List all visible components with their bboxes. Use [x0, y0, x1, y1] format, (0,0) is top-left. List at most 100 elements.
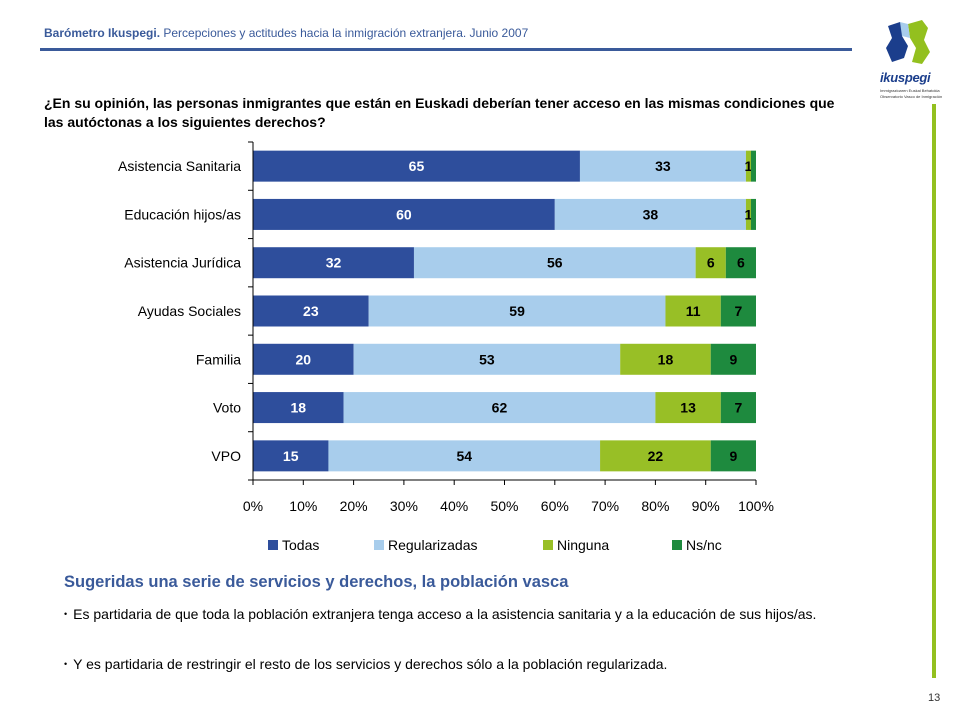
header-title-bold: Barómetro Ikuspegi.	[44, 26, 161, 40]
data-label: 18	[658, 351, 674, 367]
bar-segment	[655, 392, 721, 424]
bar-segment	[368, 295, 666, 327]
bar-segment	[343, 392, 656, 424]
data-label: 13	[680, 400, 696, 416]
category-label: Asistencia Sanitaria	[118, 158, 241, 174]
data-label: 15	[283, 448, 299, 464]
data-label: 6	[707, 255, 715, 271]
data-label: 59	[509, 303, 525, 319]
summary-bullet-text: Es partidaria de que toda la población e…	[73, 606, 817, 622]
summary-title: Sugeridas una serie de servicios y derec…	[64, 573, 569, 591]
x-tick-label: 10%	[289, 498, 317, 514]
x-tick-label: 100%	[738, 498, 774, 514]
logo-tagline-1: Immigrazioaren Euskal Behatokia	[880, 88, 940, 93]
data-label: 32	[326, 255, 342, 271]
header-title: Barómetro Ikuspegi. Percepciones y actit…	[44, 26, 528, 40]
data-label: 1	[745, 206, 753, 222]
legend-label: Ninguna	[557, 537, 609, 553]
bar-segment	[253, 198, 555, 230]
data-label: 18	[290, 400, 306, 416]
header-rule	[40, 48, 852, 51]
bar-segment	[720, 295, 756, 327]
legend-label: Regularizadas	[388, 537, 478, 553]
data-label: 62	[492, 400, 508, 416]
legend-label: Ns/nc	[686, 537, 722, 553]
x-tick-label: 30%	[390, 498, 418, 514]
bar-segment	[253, 247, 414, 279]
category-label: Educación hijos/as	[124, 206, 241, 222]
bullet-mark: •	[64, 659, 68, 669]
bar-segment	[554, 198, 746, 230]
data-label: 33	[655, 158, 671, 174]
bar-segment	[665, 295, 721, 327]
data-label: 6	[737, 255, 745, 271]
bar-segment	[745, 198, 751, 230]
bar-segment	[745, 150, 751, 182]
bar-segment	[750, 150, 756, 182]
bar-segment	[600, 440, 711, 472]
stacked-bar-chart: 65 33 1 Asistencia Sanitaria 60 38 1 Educación …	[118, 141, 774, 553]
bar-segment	[353, 343, 621, 375]
category-label: Familia	[196, 351, 241, 367]
summary-bullet-text: Y es partidaria de restringir el resto d…	[73, 656, 668, 672]
legend-swatch	[374, 540, 384, 550]
data-label: 56	[547, 255, 563, 271]
chart-question: ¿En su opinión, las personas inmigrantes…	[44, 95, 835, 130]
category-label: Voto	[213, 400, 241, 416]
legend-swatch	[543, 540, 553, 550]
data-label: 65	[409, 158, 425, 174]
data-label: 23	[303, 303, 319, 319]
x-tick-label: 0%	[243, 498, 263, 514]
ikuspegi-logo: ikuspegi Immigrazioaren Euskal Behatokia…	[878, 18, 943, 99]
bar-segment	[710, 343, 756, 375]
data-label: 22	[648, 448, 664, 464]
bar-segment	[413, 247, 696, 279]
x-tick-label: 70%	[591, 498, 619, 514]
bar-segment	[620, 343, 711, 375]
bar-segment	[253, 295, 369, 327]
data-label: 1	[745, 158, 753, 174]
data-label: 9	[729, 448, 737, 464]
category-label: VPO	[211, 448, 241, 464]
data-label: 9	[729, 351, 737, 367]
x-tick-label: 60%	[541, 498, 569, 514]
bar-segment	[253, 440, 329, 472]
summary-bullet: • Es partidaria de que toda la población …	[64, 603, 884, 625]
data-label: 60	[396, 206, 412, 222]
bar-segment	[720, 392, 756, 424]
data-label: 53	[479, 351, 495, 367]
bar-segment	[725, 247, 756, 279]
category-label: Asistencia Jurídica	[124, 255, 241, 271]
bar-segment	[253, 150, 580, 182]
logo-mark-icon	[886, 20, 930, 64]
logo-wordmark: ikuspegi	[880, 70, 931, 85]
x-tick-label: 20%	[340, 498, 368, 514]
data-label: 38	[643, 206, 659, 222]
x-tick-label: 50%	[490, 498, 518, 514]
data-label: 7	[734, 400, 742, 416]
bar-segment	[579, 150, 746, 182]
x-tick-label: 90%	[692, 498, 720, 514]
bar-segment	[695, 247, 726, 279]
data-label: 11	[686, 303, 701, 319]
legend-swatch	[268, 540, 278, 550]
summary-bullet: • Y es partidaria de restringir el resto …	[64, 653, 884, 675]
logo-tagline-2: Observatorio Vasco de Inmigración	[880, 94, 943, 99]
bar-segment	[710, 440, 756, 472]
legend-label: Todas	[282, 537, 319, 553]
bar-segment	[253, 343, 354, 375]
data-label: 20	[296, 351, 312, 367]
page-number: 13	[928, 692, 941, 704]
bar-segment	[328, 440, 601, 472]
legend-swatch	[672, 540, 682, 550]
bar-segment	[253, 392, 344, 424]
category-label: Ayudas Sociales	[138, 303, 241, 319]
side-accent-bar	[932, 104, 936, 678]
data-label: 54	[456, 448, 472, 464]
x-tick-label: 80%	[641, 498, 669, 514]
header-title-rest: Percepciones y actitudes hacia la inmigr…	[163, 26, 529, 40]
x-tick-label: 40%	[440, 498, 468, 514]
bar-segment	[750, 198, 756, 230]
bullet-mark: •	[64, 609, 68, 619]
data-label: 7	[734, 303, 742, 319]
